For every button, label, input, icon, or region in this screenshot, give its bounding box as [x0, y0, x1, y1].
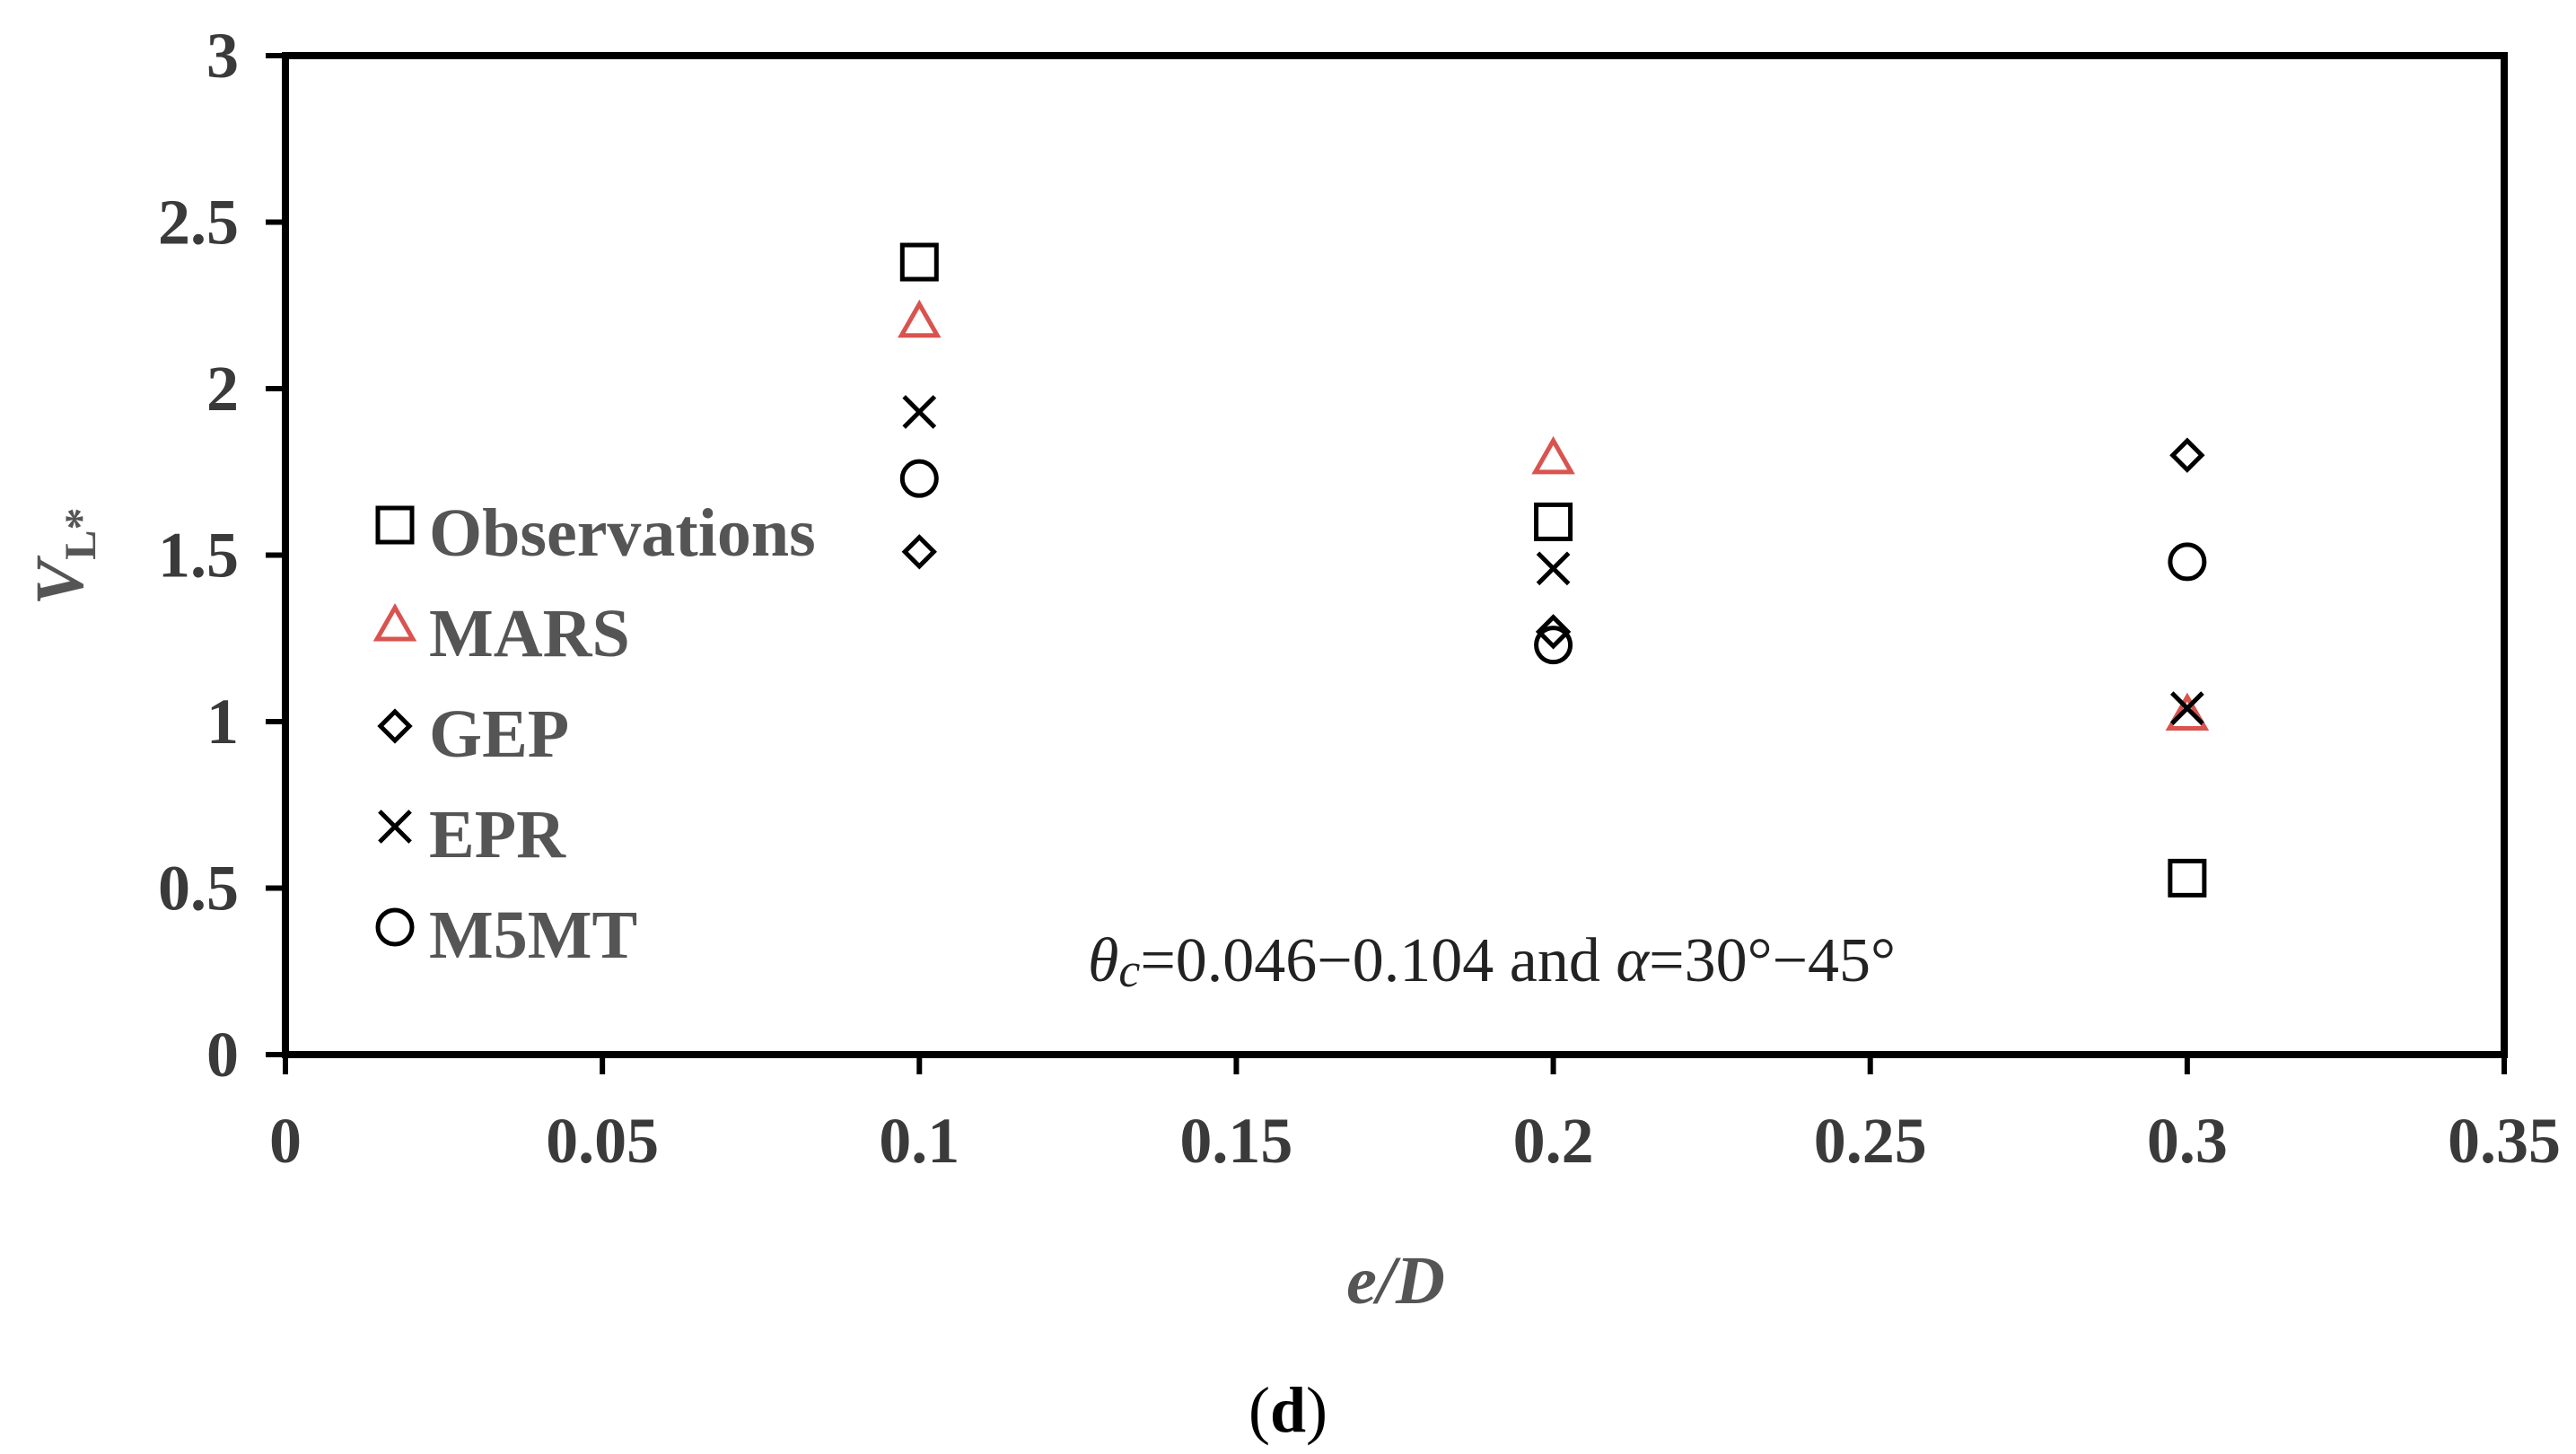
- y-tick-label: 1: [206, 686, 239, 758]
- chart-annotation: θc=0.046−0.104 and α=30°−45°: [1088, 926, 1896, 997]
- y-tick-label: 2: [206, 353, 239, 425]
- y-axis-ticks: 0 0.5 1 1.5 2 2.5 3: [158, 20, 285, 1090]
- data-point-epr: [2169, 691, 2204, 726]
- legend-label-epr: EPR: [429, 797, 566, 872]
- x-tick-label: 0.05: [546, 1105, 659, 1177]
- y-axis-title-main: V: [22, 556, 98, 606]
- plot-area: [282, 52, 2508, 1058]
- data-point-observations: [1534, 502, 1573, 541]
- legend: Observations MARS GEP EPR M5MT: [372, 495, 816, 973]
- y-tick-label: 1.5: [158, 520, 239, 591]
- y-tick-label: 0: [206, 1019, 239, 1090]
- y-tick-label: 3: [206, 20, 239, 92]
- data-point-epr: [1536, 551, 1571, 586]
- panel-label: (d): [1249, 1374, 1327, 1446]
- data-point-m5mt: [2168, 542, 2207, 582]
- data-point-mars: [898, 299, 942, 338]
- data-point-m5mt: [1534, 626, 1573, 665]
- x-axis-ticks: 0 0.05 0.1 0.15 0.2 0.25 0.3 0.35: [269, 1055, 2561, 1177]
- x-tick-label: 0: [269, 1105, 302, 1177]
- data-point-gep: [2169, 437, 2205, 473]
- x-tick-label: 0.2: [1513, 1105, 1594, 1177]
- y-axis-title-subscript: L*: [55, 507, 105, 559]
- x-tick-label: 0.1: [879, 1105, 959, 1177]
- data-point-m5mt: [899, 459, 939, 498]
- x-tick-label: 0.3: [2147, 1105, 2228, 1177]
- legend-marker-epr: [378, 810, 412, 844]
- data-point-observations: [899, 242, 939, 282]
- x-axis-title: e/D: [1346, 1243, 1445, 1318]
- x-tick-label: 0.15: [1179, 1105, 1292, 1177]
- y-axis-title: VL*: [22, 507, 105, 605]
- data-point-epr: [902, 395, 937, 429]
- legend-label-gep: GEP: [429, 696, 569, 772]
- y-tick-label: 0.5: [158, 853, 239, 924]
- legend-marker-observations: [375, 505, 415, 545]
- y-tick-label: 2.5: [158, 187, 239, 258]
- x-tick-label: 0.35: [2448, 1105, 2561, 1177]
- data-point-mars: [2165, 692, 2210, 731]
- data-point-gep: [901, 534, 937, 570]
- legend-marker-m5mt: [375, 907, 415, 947]
- data-point-observations: [2168, 858, 2207, 898]
- legend-marker-mars: [372, 603, 417, 642]
- legend-marker-gep: [377, 708, 413, 744]
- legend-label-observations: Observations: [429, 495, 816, 571]
- data-point-gep: [1535, 614, 1572, 650]
- data-point-mars: [1531, 435, 1575, 475]
- legend-label-m5mt: M5MT: [429, 898, 637, 973]
- x-tick-label: 0.25: [1814, 1105, 1927, 1177]
- legend-label-mars: MARS: [429, 596, 630, 671]
- data-markers: [898, 242, 2210, 898]
